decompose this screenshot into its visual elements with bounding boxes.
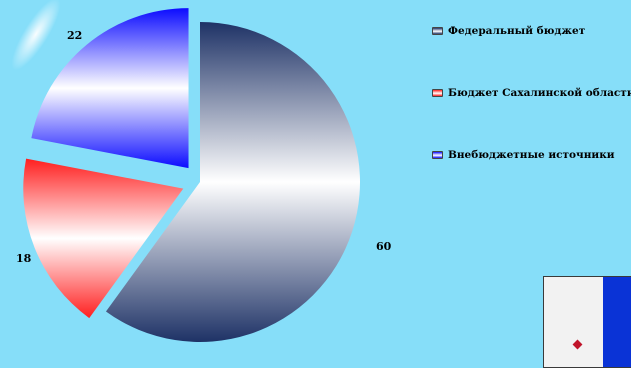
emblem-red-mark: [572, 339, 583, 350]
pie-data-labels: 60 18 22: [16, 29, 392, 265]
data-label: 18: [16, 252, 32, 265]
legend-swatch: [432, 89, 443, 97]
corner-emblem: [543, 276, 631, 368]
pie-slice-regional: [23, 158, 184, 319]
pie-chart: 60 18 22: [11, 0, 392, 343]
emblem-blue-stripe: [603, 277, 631, 367]
legend-swatch: [432, 151, 443, 159]
pie-slices: [23, 8, 360, 343]
legend-label: Внебюджетные источники: [448, 149, 615, 161]
pie-slice-federal: [105, 22, 360, 343]
data-label: 60: [376, 240, 392, 253]
legend-item-regional: Бюджет Сахалинской области: [432, 86, 631, 100]
legend-label: Бюджет Сахалинской области: [448, 87, 631, 99]
legend-swatch: [432, 27, 443, 35]
background-decoration: [11, 0, 61, 71]
legend: Федеральный бюджет Бюджет Сахалинской об…: [432, 24, 631, 210]
legend-item-extrabudgetary: Внебюджетные источники: [432, 148, 631, 162]
data-label: 22: [67, 29, 82, 42]
legend-label: Федеральный бюджет: [448, 25, 586, 37]
pie-slice-extrabudgetary: [31, 8, 189, 169]
legend-item-federal: Федеральный бюджет: [432, 24, 631, 38]
